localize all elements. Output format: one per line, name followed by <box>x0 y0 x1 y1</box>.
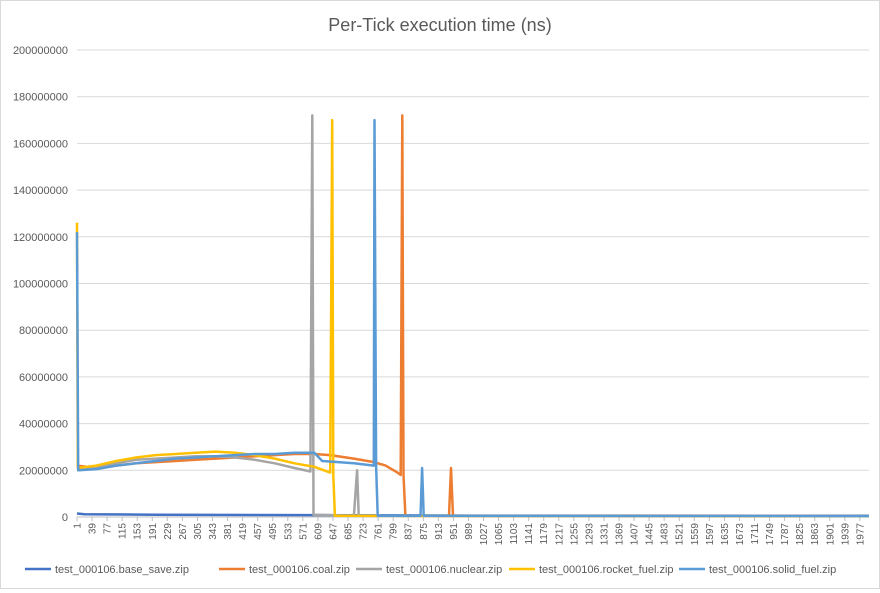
x-tick-label: 39 <box>88 523 99 535</box>
x-tick-label: 343 <box>208 523 219 540</box>
y-tick-label: 100000000 <box>13 279 68 291</box>
x-tick-label: 875 <box>419 523 430 540</box>
x-tick-label: 1027 <box>479 523 490 546</box>
x-tick-label: 1901 <box>825 523 836 546</box>
x-tick-label: 723 <box>359 523 370 540</box>
legend: test_000106.base_save.zip test_000106.coa… <box>25 564 836 576</box>
x-tick-label: 685 <box>343 523 354 540</box>
x-tick-label: 495 <box>268 523 279 540</box>
x-tick-label: 1445 <box>645 523 656 546</box>
series-line-3 <box>75 118 870 518</box>
grid-lines <box>77 49 869 471</box>
legend-label-2: test_000106.nuclear.zip <box>386 564 502 576</box>
x-tick-label: 1635 <box>720 523 731 546</box>
legend-label-4: test_000106.solid_fuel.zip <box>709 564 836 576</box>
y-tick-label: 80000000 <box>19 325 68 337</box>
legend-label-0: test_000106.base_save.zip <box>55 564 189 576</box>
x-tick-label: 1141 <box>524 523 535 545</box>
x-tick-label: 457 <box>253 523 264 540</box>
y-tick-label: 160000000 <box>13 138 68 150</box>
y-tick-label: 140000000 <box>13 185 68 197</box>
y-tick-label: 120000000 <box>13 232 68 244</box>
x-tick-label: 1369 <box>614 523 625 546</box>
x-tick-label: 761 <box>374 523 385 540</box>
y-tick-label: 40000000 <box>19 419 68 431</box>
series-line-2 <box>76 114 870 518</box>
chart-title: Per-Tick execution time (ns) <box>328 15 551 35</box>
x-tick-label: 1217 <box>554 523 565 546</box>
x-tick-label: 1407 <box>630 523 641 546</box>
x-tick-label: 1331 <box>599 523 610 546</box>
y-axis-ticks: 0 20000000 40000000 60000000 80000000 1000000… <box>13 45 68 524</box>
x-tick-label: 1977 <box>855 523 866 546</box>
x-tick-label: 989 <box>464 523 475 540</box>
x-tick-label: 305 <box>193 523 204 540</box>
x-tick-label: 77 <box>103 523 114 535</box>
x-tick-label: 533 <box>283 523 294 540</box>
x-tick-label: 1711 <box>750 523 761 545</box>
legend-label-3: test_000106.rocket_fuel.zip <box>539 564 674 576</box>
y-tick-label: 20000000 <box>19 465 68 477</box>
y-tick-label: 60000000 <box>19 372 68 384</box>
y-tick-label: 180000000 <box>13 92 68 104</box>
x-tick-label: 571 <box>298 523 309 540</box>
x-tick-label: 1939 <box>840 523 851 546</box>
x-tick-label: 1521 <box>675 523 686 546</box>
x-tick-label: 115 <box>118 523 129 539</box>
y-tick-label: 200000000 <box>13 45 68 57</box>
x-tick-label: 1787 <box>780 523 791 546</box>
x-tick-label: 1863 <box>810 523 821 546</box>
x-tick-label: 229 <box>163 523 174 540</box>
x-tick-label: 1293 <box>584 523 595 546</box>
x-tick-label: 267 <box>178 523 189 540</box>
x-tick-label: 837 <box>404 523 415 540</box>
x-tick-label: 1673 <box>735 523 746 546</box>
x-tick-label: 647 <box>328 523 339 540</box>
x-tick-label: 191 <box>148 523 159 540</box>
x-tick-label: 609 <box>313 523 324 540</box>
x-tick-label: 1103 <box>509 523 520 545</box>
x-tick-label: 1749 <box>765 523 776 546</box>
x-tick-label: 951 <box>449 523 460 540</box>
x-tick-label: 1179 <box>539 523 550 545</box>
x-tick-label: 1559 <box>690 523 701 546</box>
x-tick-label: 1 <box>73 523 84 529</box>
x-tick-label: 1597 <box>705 523 716 546</box>
legend-label-1: test_000106.coal.zip <box>249 564 350 576</box>
x-tick-label: 799 <box>389 523 400 540</box>
x-tick-label: 153 <box>133 523 144 540</box>
y-tick-label: 0 <box>62 512 68 524</box>
x-tick-label: 419 <box>238 523 249 540</box>
series-lines <box>75 114 870 518</box>
x-tick-label: 1255 <box>569 523 580 546</box>
x-tick-label: 1483 <box>660 523 671 546</box>
x-tick-label: 381 <box>223 523 234 540</box>
x-tick-label: 1065 <box>494 523 505 546</box>
x-tick-label: 1825 <box>795 523 806 546</box>
x-axis-ticks: 1 39 77 115 153 191 229 267 305 343 381 419 457 495 53… <box>73 517 866 546</box>
series-line-4 <box>75 118 870 518</box>
x-tick-label: 913 <box>434 523 445 540</box>
